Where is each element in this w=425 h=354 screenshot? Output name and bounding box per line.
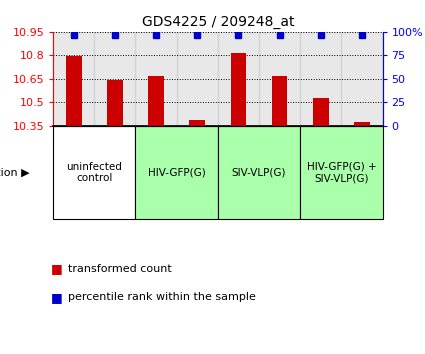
Bar [313, 98, 329, 126]
Bar [231, 53, 246, 126]
Text: ■: ■ [51, 263, 63, 275]
Text: transformed count: transformed count [68, 264, 172, 274]
Bar [259, 32, 300, 126]
Text: percentile rank within the sample: percentile rank within the sample [68, 292, 256, 302]
FancyBboxPatch shape [300, 126, 383, 219]
Bar [53, 32, 94, 126]
Text: uninfected
control: uninfected control [66, 162, 122, 183]
Bar [354, 122, 370, 126]
Text: ■: ■ [51, 291, 63, 304]
Bar [218, 32, 259, 126]
Bar [272, 76, 287, 126]
Text: HIV-GFP(G): HIV-GFP(G) [148, 167, 206, 178]
FancyBboxPatch shape [218, 126, 300, 219]
Bar [190, 120, 205, 126]
Bar [341, 32, 382, 126]
Bar [66, 56, 82, 126]
Title: GDS4225 / 209248_at: GDS4225 / 209248_at [142, 16, 294, 29]
Bar [148, 76, 164, 126]
Bar [300, 32, 341, 126]
FancyBboxPatch shape [136, 126, 218, 219]
FancyBboxPatch shape [53, 126, 136, 219]
Bar [94, 32, 136, 126]
Bar [136, 32, 177, 126]
Bar [177, 32, 218, 126]
Text: HIV-GFP(G) +
SIV-VLP(G): HIV-GFP(G) + SIV-VLP(G) [306, 162, 376, 183]
Text: infection ▶: infection ▶ [0, 167, 30, 178]
Bar [107, 80, 123, 126]
Text: SIV-VLP(G): SIV-VLP(G) [232, 167, 286, 178]
